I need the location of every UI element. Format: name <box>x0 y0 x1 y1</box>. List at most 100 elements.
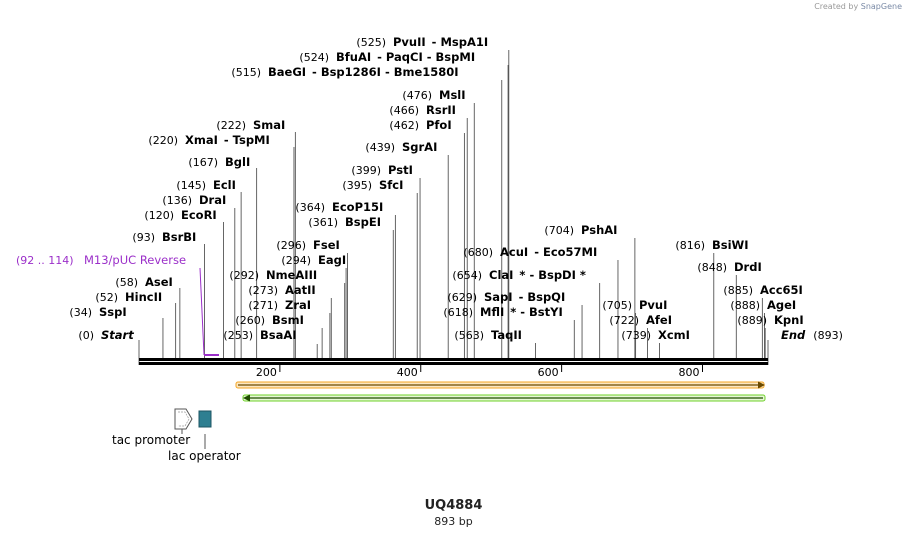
primer-position: (92 .. 114) <box>16 254 74 267</box>
site-label-bsmi[interactable]: BsmI <box>272 313 304 327</box>
site-label-baegi[interactable]: BaeGI - Bsp1286I - Bme1580I <box>268 65 459 79</box>
site-name: ZraI <box>285 298 311 312</box>
ruler: 200 400 600 800 <box>256 365 703 379</box>
site-name: BsrBI <box>162 230 196 244</box>
site-label-fsei[interactable]: FseI <box>313 238 340 252</box>
site-label-hincii[interactable]: HincII <box>125 290 162 304</box>
site-isoschizomers: * - BspDI * <box>519 268 585 282</box>
site-label-end[interactable]: End (893) <box>781 328 843 342</box>
ruler-tick-label: 600 <box>538 366 559 379</box>
site-label-bsaai[interactable]: BsaAI <box>260 328 297 342</box>
site-label-taqii[interactable]: TaqII <box>491 328 522 342</box>
site-position-xmai: (220) <box>148 134 178 147</box>
site-label-bgli[interactable]: BglI <box>225 155 250 169</box>
site-position-eagi: (294) <box>281 254 311 267</box>
site-label-sapi[interactable]: SapI - BspQI <box>484 290 565 304</box>
site-name: RsrII <box>426 103 456 117</box>
site-label-afei[interactable]: AfeI <box>646 313 672 327</box>
arrow-left-icon <box>243 394 250 402</box>
site-label-asei[interactable]: AseI <box>145 275 173 289</box>
site-name: FseI <box>313 238 340 252</box>
site-label-pshai[interactable]: PshAI <box>581 223 617 237</box>
site-label-ecli[interactable]: EclI <box>213 178 236 192</box>
site-name: End <box>781 328 806 342</box>
site-label-bsiwi[interactable]: BsiWI <box>712 238 749 252</box>
site-label-zrai[interactable]: ZraI <box>285 298 311 312</box>
site-position-baegi: (515) <box>231 66 261 79</box>
tac-promoter-arrow-icon[interactable] <box>174 408 193 430</box>
site-label-sgrai[interactable]: SgrAI <box>402 140 437 154</box>
site-position-clai: (654) <box>452 269 482 282</box>
site-isoschizomers: - Eco57MI <box>534 245 597 259</box>
site-position-xcmi: (739) <box>621 329 651 342</box>
site-label-pfoi[interactable]: PfoI <box>426 118 452 132</box>
site-label-aatii[interactable]: AatII <box>285 283 316 297</box>
site-label-smai[interactable]: SmaI <box>253 118 285 132</box>
feature-green[interactable] <box>242 394 766 402</box>
site-position-psti: (399) <box>351 164 381 177</box>
site-label-start[interactable]: Start <box>101 328 134 342</box>
snapgene-logo: SnapGene <box>860 2 902 11</box>
site-position-bsaai: (253) <box>223 329 253 342</box>
site-label-pvui[interactable]: PvuI <box>639 298 667 312</box>
site-name: EcoRI <box>181 208 217 222</box>
site-label-xcmi[interactable]: XcmI <box>658 328 690 342</box>
site-label-ecop15i[interactable]: EcoP15I <box>332 200 383 214</box>
site-position-msli: (476) <box>402 89 432 102</box>
site-name: BaeGI <box>268 65 306 79</box>
site-isoschizomers: - TspMI <box>224 133 270 147</box>
site-name: PstI <box>388 163 413 177</box>
site-label-nmeaiii[interactable]: NmeAIII <box>266 268 317 282</box>
site-label-rsrii[interactable]: RsrII <box>426 103 456 117</box>
sequence-name: UQ4884 <box>424 498 483 513</box>
site-label-clai[interactable]: ClaI * - BspDI * <box>489 268 586 282</box>
site-label-sfci[interactable]: SfcI <box>379 178 403 192</box>
site-name: BfuAI <box>336 50 371 64</box>
site-name: AatII <box>285 283 316 297</box>
site-position-pshai: (704) <box>544 224 574 237</box>
site-name: SfcI <box>379 178 403 192</box>
site-position-kpni: (889) <box>737 314 767 327</box>
site-label-psti[interactable]: PstI <box>388 163 413 177</box>
ruler-tick-label: 200 <box>256 366 277 379</box>
site-label-sspi[interactable]: SspI <box>99 305 127 319</box>
site-name: AgeI <box>767 298 796 312</box>
site-position-ecop15i: (364) <box>295 201 325 214</box>
site-labels: (0) Start (34) SspI(52) HincII(58) AseI (93) Bs… <box>69 35 842 342</box>
site-label-ecori[interactable]: EcoRI <box>181 208 217 222</box>
site-label-acc65i[interactable]: Acc65I <box>760 283 803 297</box>
site-label-agei[interactable]: AgeI <box>767 298 796 312</box>
site-position-nmeaiii: (292) <box>229 269 259 282</box>
site-label-drai[interactable]: DraI <box>199 193 226 207</box>
primer-name[interactable]: M13/pUC Reverse <box>84 253 186 267</box>
site-position-ecori: (120) <box>144 209 174 222</box>
site-position-acui: (680) <box>463 246 493 259</box>
site-position-ecli: (145) <box>176 179 206 192</box>
site-label-eagi[interactable]: EagI <box>318 253 346 267</box>
site-position-sgrai: (439) <box>365 141 395 154</box>
site-label-kpni[interactable]: KpnI <box>774 313 804 327</box>
site-label-bspei[interactable]: BspEI <box>345 215 381 229</box>
site-label-drdi[interactable]: DrdI <box>734 260 762 274</box>
site-name: BsiWI <box>712 238 749 252</box>
site-name: BsaAI <box>260 328 297 342</box>
site-label-msli[interactable]: MslI <box>439 88 466 102</box>
site-position-zrai: (271) <box>248 299 278 312</box>
site-label-xmai[interactable]: XmaI - TspMI <box>185 133 270 147</box>
site-label-mfli[interactable]: MflI * - BstYI <box>480 305 563 319</box>
site-name: AfeI <box>646 313 672 327</box>
site-label-acui[interactable]: AcuI - Eco57MI <box>500 245 597 259</box>
site-isoschizomers: - BspQI <box>519 290 566 304</box>
feature-orange[interactable] <box>235 381 765 389</box>
site-label-bsrbi[interactable]: BsrBI <box>162 230 196 244</box>
site-position: (893) <box>813 329 843 342</box>
site-isoschizomers: - MspA1I <box>432 35 488 49</box>
lac-operator-box[interactable] <box>198 410 212 428</box>
site-label-bfuai[interactable]: BfuAI - PaqCI - BspMI <box>336 50 475 64</box>
site-name: MflI <box>480 305 504 319</box>
site-name: ClaI <box>489 268 513 282</box>
site-name: SmaI <box>253 118 285 132</box>
site-label-pvuii[interactable]: PvuII - MspA1I <box>393 35 488 49</box>
site-position-sapi: (629) <box>447 291 477 304</box>
site-position-bgli: (167) <box>188 156 218 169</box>
